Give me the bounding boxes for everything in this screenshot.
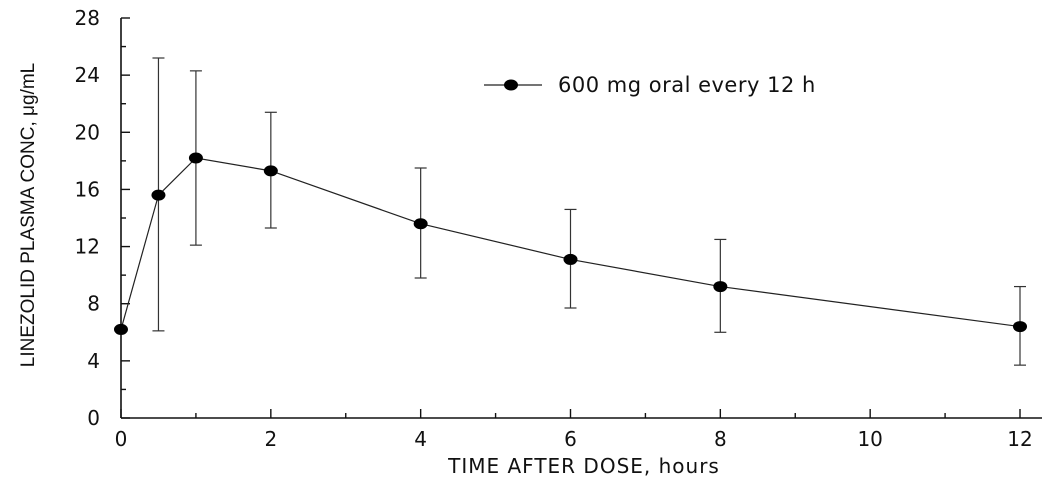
y-tick-label: 28 [75, 6, 100, 30]
data-point [114, 323, 128, 335]
y-tick-label: 24 [75, 63, 100, 87]
x-tick-label: 0 [115, 427, 128, 451]
data-point [1013, 321, 1027, 333]
y-tick-label: 20 [75, 120, 100, 144]
x-axis-title: TIME AFTER DOSE, hours [447, 454, 720, 478]
series [114, 152, 1027, 335]
y-axis-title: LINEZOLID PLASMA CONC, μg/mL [18, 63, 39, 367]
data-point [188, 152, 203, 164]
legend-marker [504, 79, 518, 91]
data-point [151, 189, 166, 201]
data-point [563, 253, 578, 265]
data-point [413, 218, 428, 230]
y-tick-label: 8 [87, 292, 100, 316]
x-tick-label: 2 [264, 427, 277, 451]
y-tick-label: 0 [87, 406, 100, 430]
x-tick-label: 12 [1007, 427, 1032, 451]
y-tick-label: 12 [75, 235, 100, 259]
x-tick-label: 4 [414, 427, 427, 451]
x-tick-label: 10 [857, 427, 882, 451]
data-point [713, 281, 728, 293]
legend: 600 mg oral every 12 h [484, 73, 816, 97]
y-tick-label: 16 [75, 177, 100, 201]
error-bars [152, 57, 1026, 366]
x-tick-label: 6 [564, 427, 577, 451]
legend-label: 600 mg oral every 12 h [558, 73, 816, 97]
x-tick-label: 8 [714, 427, 727, 451]
series-line [120, 157, 1021, 330]
data-point [263, 165, 278, 177]
y-tick-label: 4 [87, 349, 100, 373]
